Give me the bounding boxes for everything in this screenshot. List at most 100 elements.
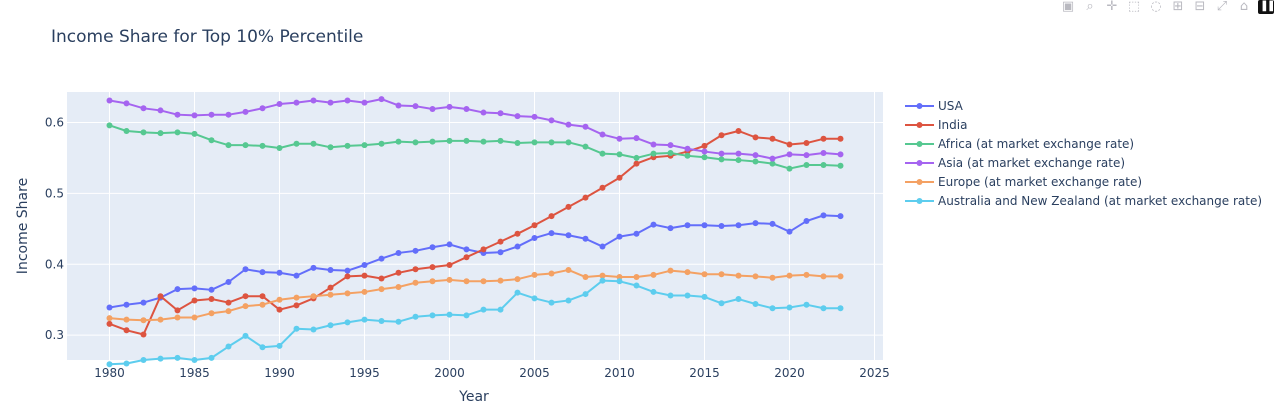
data-point[interactable] [684, 222, 691, 229]
data-point[interactable] [701, 154, 708, 161]
data-point[interactable] [225, 279, 232, 286]
data-point[interactable] [327, 99, 334, 106]
data-point[interactable] [480, 306, 487, 313]
data-point[interactable] [565, 232, 572, 239]
data-point[interactable] [837, 135, 844, 142]
data-point[interactable] [174, 129, 181, 136]
data-point[interactable] [497, 137, 504, 144]
data-point[interactable] [650, 288, 657, 295]
data-point[interactable] [378, 255, 385, 262]
data-point[interactable] [497, 110, 504, 117]
data-point[interactable] [412, 279, 419, 286]
data-point[interactable] [395, 138, 402, 145]
data-point[interactable] [429, 278, 436, 285]
data-point[interactable] [361, 288, 368, 295]
data-point[interactable] [225, 343, 232, 350]
data-point[interactable] [786, 304, 793, 311]
data-point[interactable] [701, 293, 708, 300]
data-point[interactable] [616, 151, 623, 158]
data-point[interactable] [480, 278, 487, 285]
data-point[interactable] [344, 273, 351, 280]
data-point[interactable] [752, 273, 759, 280]
data-point[interactable] [463, 254, 470, 261]
data-point[interactable] [395, 102, 402, 109]
data-point[interactable] [684, 145, 691, 152]
data-point[interactable] [480, 109, 487, 116]
data-point[interactable] [820, 212, 827, 219]
data-point[interactable] [106, 97, 113, 104]
data-point[interactable] [259, 301, 266, 308]
data-point[interactable] [548, 299, 555, 306]
data-point[interactable] [378, 140, 385, 147]
data-point[interactable] [497, 249, 504, 256]
data-point[interactable] [225, 142, 232, 149]
data-point[interactable] [446, 241, 453, 248]
data-point[interactable] [429, 138, 436, 145]
autoscale-icon[interactable]: ⤢ [1216, 0, 1228, 14]
home-icon[interactable]: ⌂ [1239, 0, 1249, 14]
data-point[interactable] [293, 140, 300, 147]
zoom-in-icon[interactable]: ⊞ [1172, 0, 1184, 14]
data-point[interactable] [531, 222, 538, 229]
data-point[interactable] [514, 140, 521, 147]
data-point[interactable] [429, 264, 436, 271]
data-point[interactable] [208, 111, 215, 118]
data-point[interactable] [531, 295, 538, 302]
data-point[interactable] [531, 113, 538, 120]
data-point[interactable] [395, 249, 402, 256]
data-point[interactable] [735, 272, 742, 279]
data-point[interactable] [565, 266, 572, 273]
data-point[interactable] [276, 296, 283, 303]
series-s5[interactable] [106, 277, 844, 368]
data-point[interactable] [259, 344, 266, 351]
data-point[interactable] [667, 292, 674, 299]
data-point[interactable] [412, 139, 419, 146]
data-point[interactable] [106, 122, 113, 129]
data-point[interactable] [463, 137, 470, 144]
series-line[interactable] [109, 279, 841, 366]
data-point[interactable] [310, 326, 317, 333]
data-point[interactable] [514, 276, 521, 283]
legend-item[interactable]: Africa (at market exchange rate) [905, 137, 1134, 151]
data-point[interactable] [837, 162, 844, 169]
data-point[interactable] [497, 306, 504, 313]
legend-item[interactable]: Asia (at market exchange rate) [905, 156, 1125, 170]
data-point[interactable] [174, 314, 181, 321]
data-point[interactable] [480, 138, 487, 145]
zoom-out-icon[interactable]: ⊟ [1194, 0, 1206, 14]
data-point[interactable] [565, 139, 572, 146]
data-point[interactable] [820, 305, 827, 312]
data-point[interactable] [276, 342, 283, 349]
data-point[interactable] [463, 312, 470, 319]
data-point[interactable] [157, 107, 164, 114]
series-s2[interactable] [106, 122, 844, 172]
data-point[interactable] [616, 274, 623, 281]
data-point[interactable] [276, 101, 283, 108]
data-point[interactable] [429, 106, 436, 113]
data-point[interactable] [208, 286, 215, 293]
data-point[interactable] [446, 103, 453, 110]
data-point[interactable] [565, 121, 572, 128]
data-point[interactable] [412, 103, 419, 110]
data-point[interactable] [106, 304, 113, 311]
data-point[interactable] [820, 135, 827, 142]
data-point[interactable] [786, 151, 793, 158]
data-point[interactable] [225, 308, 232, 315]
data-point[interactable] [191, 314, 198, 321]
data-point[interactable] [106, 315, 113, 322]
data-point[interactable] [242, 332, 249, 339]
data-point[interactable] [208, 310, 215, 317]
data-point[interactable] [548, 117, 555, 124]
data-point[interactable] [752, 220, 759, 227]
data-point[interactable] [344, 267, 351, 274]
data-point[interactable] [786, 165, 793, 172]
data-point[interactable] [123, 360, 130, 367]
data-point[interactable] [548, 230, 555, 237]
data-point[interactable] [293, 272, 300, 279]
data-point[interactable] [616, 278, 623, 285]
data-point[interactable] [140, 129, 147, 136]
data-point[interactable] [157, 130, 164, 137]
data-point[interactable] [446, 311, 453, 318]
lasso-icon[interactable]: ◌ [1150, 0, 1162, 14]
data-point[interactable] [633, 160, 640, 167]
